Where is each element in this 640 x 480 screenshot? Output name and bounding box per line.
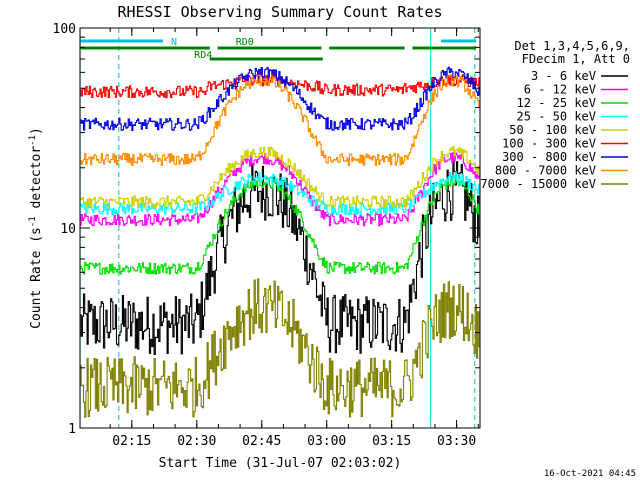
annotation-label-n: N (171, 37, 177, 48)
legend-label: 800 - 7000 keV (495, 164, 596, 178)
series-line (80, 73, 481, 167)
series-line (80, 146, 481, 209)
x-tick-label: 02:30 (177, 434, 216, 449)
x-tick-label: 02:45 (242, 434, 281, 449)
x-tick-label: 03:15 (372, 434, 411, 449)
legend-label: 12 - 25 keV (517, 96, 596, 110)
series-line (80, 176, 481, 275)
annotation-label-rd0: RD0 (236, 37, 254, 48)
y-tick-label: 10 (60, 222, 76, 237)
annotations: N RD0 RD4 (80, 37, 477, 61)
legend-label: 300 - 800 keV (502, 150, 596, 164)
y-axis-label: Count Rate (s-1 detector-1) (28, 127, 44, 329)
x-tick-label: 03:30 (437, 434, 476, 449)
legend-label: 100 - 300 keV (502, 137, 596, 151)
y-tick-label: 1 (68, 422, 76, 437)
legend-label: 7000 - 15000 keV (480, 177, 596, 191)
legend-label: 50 - 100 keV (509, 123, 596, 137)
x-tick-label: 02:15 (112, 434, 151, 449)
series-line (80, 151, 481, 227)
y-axis: 1 10 100 (53, 22, 480, 437)
legend-label: 6 - 12 keV (524, 83, 596, 97)
series-line (80, 278, 481, 418)
timestamp: 16-Oct-2021 04:45 (544, 469, 636, 479)
x-tick-label: 03:00 (307, 434, 346, 449)
y-tick-label: 100 (53, 22, 76, 37)
annotation-label-rd4: RD4 (194, 50, 212, 61)
x-axis: 02:15 02:30 02:45 03:00 03:15 03:30 (109, 28, 479, 449)
series-line (80, 171, 481, 216)
legend: Det 1,3,4,5,6,9, FDecim 1, Att 0 3 - 6 k… (480, 39, 630, 191)
legend-label: 25 - 50 keV (517, 110, 596, 124)
plot-area: N RD0 RD4 (79, 28, 481, 428)
chart-title: RHESSI Observing Summary Count Rates (117, 3, 442, 21)
series-line (80, 66, 481, 131)
legend-header-line-1: Det 1,3,4,5,6,9, (514, 39, 630, 53)
legend-header-line-2: FDecim 1, Att 0 (522, 52, 630, 66)
x-axis-label: Start Time (31-Jul-07 02:03:02) (159, 456, 402, 471)
legend-label: 3 - 6 keV (531, 69, 596, 83)
